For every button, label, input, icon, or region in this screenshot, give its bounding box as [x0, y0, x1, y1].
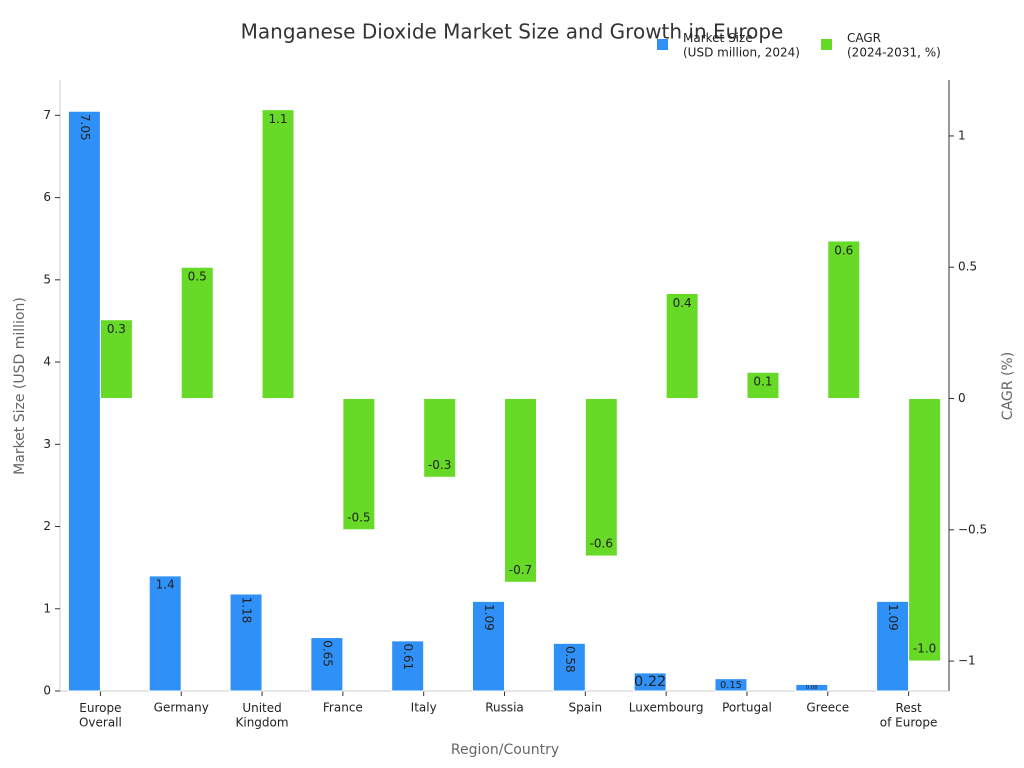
value-label: 0.3 [107, 322, 126, 336]
value-label: 1.09 [886, 604, 900, 631]
value-label: 0.6 [834, 243, 853, 257]
bar [552, 642, 586, 692]
y-tick-label: 3 [43, 437, 51, 451]
y-tick-label: 4 [43, 355, 51, 369]
y2-tick-label: 0 [958, 391, 966, 405]
legend-swatch [821, 39, 832, 50]
value-label: -1.0 [913, 642, 936, 656]
y-tick-label: 1 [43, 601, 51, 615]
bar [391, 640, 425, 692]
bar [908, 397, 942, 662]
value-label: -0.7 [509, 563, 532, 577]
value-label: 0.08 [806, 685, 818, 691]
legend-swatch [657, 39, 668, 50]
bar [67, 110, 101, 692]
value-label: 7.05 [78, 114, 92, 141]
y-tick-label: 7 [43, 108, 51, 122]
bar [633, 672, 667, 692]
value-label: 1.4 [156, 577, 175, 591]
value-label: 0.22 [634, 674, 666, 690]
bar [423, 397, 457, 478]
y-axis-title: Market Size (USD million) [12, 297, 28, 475]
bar [504, 397, 537, 583]
bar [261, 109, 295, 399]
y2-tick-label: −1 [958, 654, 976, 668]
legend-label: CAGR (2024-2031, %) [847, 31, 941, 59]
x-tick-label: Rest of Europe [880, 701, 938, 729]
bar [665, 292, 699, 399]
value-label: 0.61 [401, 643, 415, 670]
value-label: 0.4 [673, 296, 692, 310]
x-tick-label: Portugal [722, 701, 772, 715]
bar [310, 637, 344, 692]
bar [584, 397, 618, 557]
legend-label: Market Size (USD million, 2024) [683, 31, 800, 59]
x-tick-label: Russia [485, 701, 524, 715]
value-label: 1.09 [482, 604, 496, 631]
y-tick-label: 5 [43, 272, 51, 286]
y2-axis-title: CAGR (%) [1000, 352, 1016, 420]
y-tick-label: 2 [43, 519, 51, 533]
value-label: 0.65 [320, 640, 334, 667]
x-tick-label: Greece [806, 701, 849, 715]
value-label: 1.18 [240, 597, 254, 624]
x-tick-label: United Kingdom [236, 701, 289, 729]
y2-tick-label: 1 [958, 128, 966, 142]
y-tick-label: 0 [43, 684, 51, 698]
bar [99, 319, 133, 399]
bar [229, 593, 263, 692]
value-label: -0.6 [590, 537, 613, 551]
x-tick-label: Europe Overall [79, 701, 122, 729]
x-tick-label: France [323, 701, 363, 715]
bar [714, 678, 748, 692]
x-tick-label: Germany [154, 701, 209, 715]
bar [746, 371, 780, 399]
value-label: -0.3 [428, 458, 451, 472]
bar [876, 600, 910, 692]
bar [827, 240, 861, 399]
x-tick-label: Luxembourg [629, 701, 704, 715]
bar [148, 575, 182, 692]
value-label: -0.5 [347, 510, 370, 524]
value-label: 1.1 [268, 112, 287, 126]
bar [795, 683, 829, 692]
value-label: 0.5 [188, 270, 207, 284]
value-label: 0.1 [753, 375, 772, 389]
x-tick-label: Spain [569, 701, 603, 715]
bar [180, 266, 214, 399]
y2-tick-label: −0.5 [958, 522, 987, 536]
chart-title: Manganese Dioxide Market Size and Growth… [241, 20, 784, 44]
y-tick-label: 6 [43, 190, 51, 204]
bar [342, 397, 376, 531]
value-label: 0.15 [720, 680, 742, 691]
x-tick-label: Italy [411, 701, 437, 715]
y2-tick-label: 0.5 [958, 260, 977, 274]
value-label: 0.58 [563, 646, 577, 673]
bar [472, 600, 505, 692]
x-axis-title: Region/Country [451, 742, 559, 758]
